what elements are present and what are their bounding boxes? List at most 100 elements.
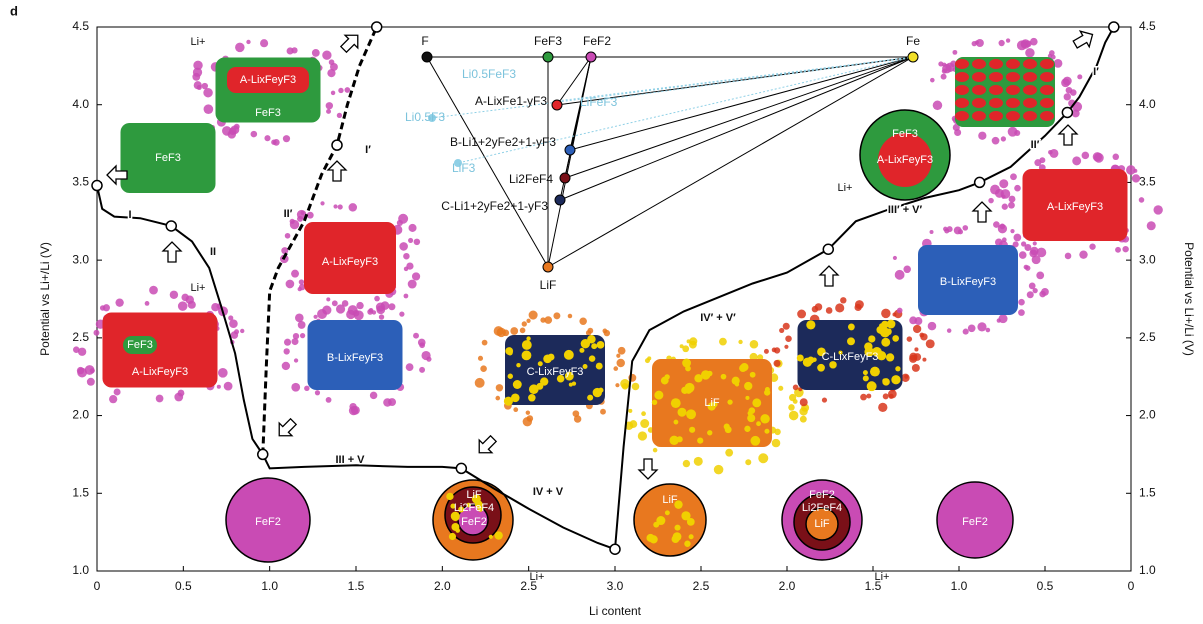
particle — [817, 347, 826, 357]
particle — [670, 398, 681, 409]
particle — [654, 390, 664, 400]
illustration-box — [307, 320, 403, 390]
particle — [1006, 111, 1020, 121]
illustration-label: Li+ — [838, 182, 853, 194]
particle — [1131, 174, 1141, 183]
particle — [620, 379, 630, 389]
illustration-label: C-LixFeyF3 — [527, 366, 584, 378]
particle — [230, 331, 239, 339]
particle — [847, 337, 855, 346]
illustration-box — [918, 245, 1018, 315]
particle — [283, 338, 292, 346]
particle — [758, 453, 769, 464]
particle — [1112, 153, 1120, 161]
particle — [1023, 59, 1037, 69]
particle — [771, 438, 781, 448]
illustration-circle — [225, 477, 311, 563]
particle — [646, 533, 655, 542]
particle — [797, 309, 807, 319]
particle — [314, 390, 321, 396]
particle — [927, 321, 937, 331]
particle — [779, 327, 785, 334]
particle — [922, 357, 927, 362]
particle — [240, 328, 245, 334]
illustration-label: FeF3 — [892, 128, 918, 140]
particle — [891, 375, 901, 385]
particle — [526, 336, 531, 341]
illustration-label: LiF — [466, 489, 482, 501]
particle — [656, 516, 666, 526]
particle — [540, 377, 549, 386]
y-axis-title: Potential vs Li+/Li (V) — [38, 242, 52, 356]
particle — [725, 448, 734, 457]
particle — [999, 179, 1009, 189]
particle — [693, 456, 703, 466]
particle — [688, 340, 697, 349]
particle — [644, 358, 650, 364]
particle — [778, 385, 784, 391]
particle — [399, 311, 405, 317]
particle — [528, 384, 539, 395]
particle — [860, 393, 867, 401]
particle — [807, 356, 815, 364]
particle — [229, 319, 238, 329]
region-label: II — [210, 246, 216, 258]
particle — [955, 85, 969, 95]
particle — [228, 315, 234, 321]
illustration-label: FeF2 — [962, 516, 988, 528]
particle — [413, 238, 421, 246]
particle — [115, 298, 124, 307]
particle — [989, 111, 1003, 121]
y-tick-label: 4.0 — [72, 97, 89, 111]
particle — [349, 402, 357, 411]
particle — [388, 398, 397, 407]
particle — [686, 517, 695, 526]
y2-tick-label: 1.0 — [1139, 563, 1156, 577]
particle — [727, 399, 733, 405]
particle — [1047, 53, 1053, 59]
particle — [957, 229, 964, 235]
particle — [585, 330, 592, 336]
particle — [682, 345, 690, 353]
particle — [1032, 288, 1038, 294]
particle — [967, 324, 976, 333]
ternary-vertex-label: Fe — [906, 34, 920, 48]
arrow — [278, 417, 298, 437]
ternary-vertex — [585, 51, 597, 63]
particle — [616, 353, 621, 358]
particle — [1032, 241, 1037, 246]
particle — [99, 305, 106, 311]
particle — [218, 368, 228, 378]
particle — [375, 302, 385, 312]
particle — [906, 336, 913, 342]
particle — [972, 98, 986, 108]
particle — [679, 344, 684, 349]
state-point — [331, 139, 343, 151]
illustration-label: B-LixFeyF3 — [327, 352, 383, 364]
particle — [481, 339, 488, 346]
particle — [185, 295, 195, 304]
particle — [330, 90, 336, 96]
particle — [888, 393, 894, 399]
particle — [773, 359, 781, 367]
particle — [985, 327, 991, 333]
particle — [674, 500, 683, 509]
particle — [1023, 98, 1037, 108]
particle — [872, 346, 882, 357]
arrow — [818, 265, 840, 287]
particle — [230, 125, 240, 135]
particle — [942, 62, 947, 67]
particle — [792, 399, 798, 404]
particle — [1039, 157, 1046, 164]
particle — [847, 323, 855, 331]
particle — [932, 100, 943, 111]
particle — [955, 98, 969, 108]
particle — [471, 494, 481, 504]
ternary-vertex-label: FeF3 — [534, 34, 562, 48]
particle — [799, 415, 807, 423]
region-label: II′ — [1031, 139, 1040, 151]
particle — [495, 384, 504, 392]
particle — [348, 203, 358, 212]
y2-tick-label: 3.0 — [1139, 252, 1156, 266]
illustration-label: Li+ — [191, 36, 206, 48]
